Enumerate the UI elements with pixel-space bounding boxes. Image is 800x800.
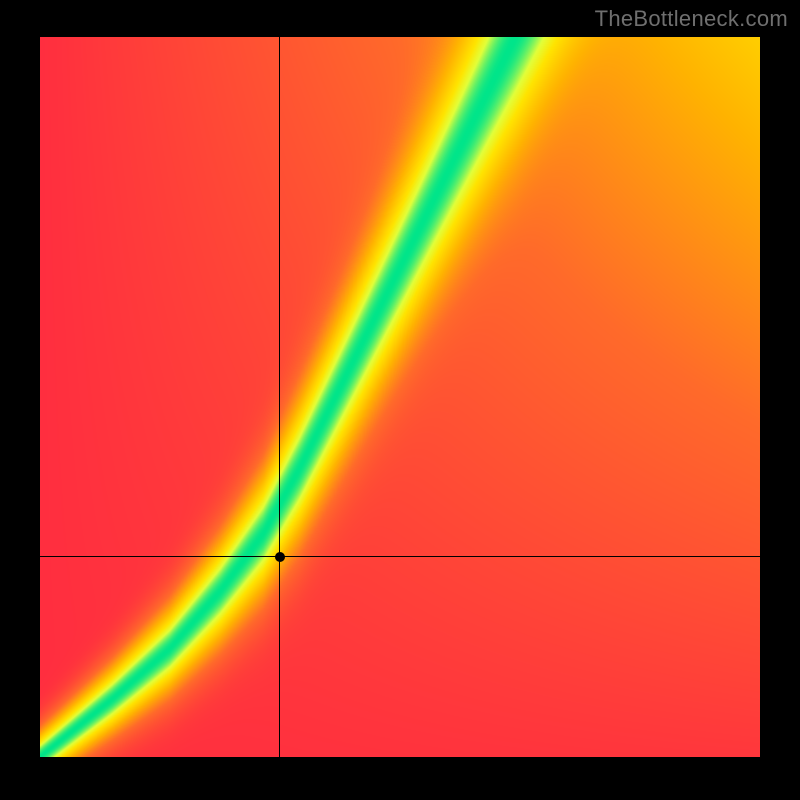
- watermark-text: TheBottleneck.com: [595, 6, 788, 32]
- heatmap-canvas: [40, 37, 760, 757]
- marker-point: [275, 552, 285, 562]
- heatmap-plot: [40, 37, 760, 757]
- chart-container: TheBottleneck.com: [0, 0, 800, 800]
- crosshair-vertical: [279, 37, 280, 757]
- crosshair-horizontal: [40, 556, 760, 557]
